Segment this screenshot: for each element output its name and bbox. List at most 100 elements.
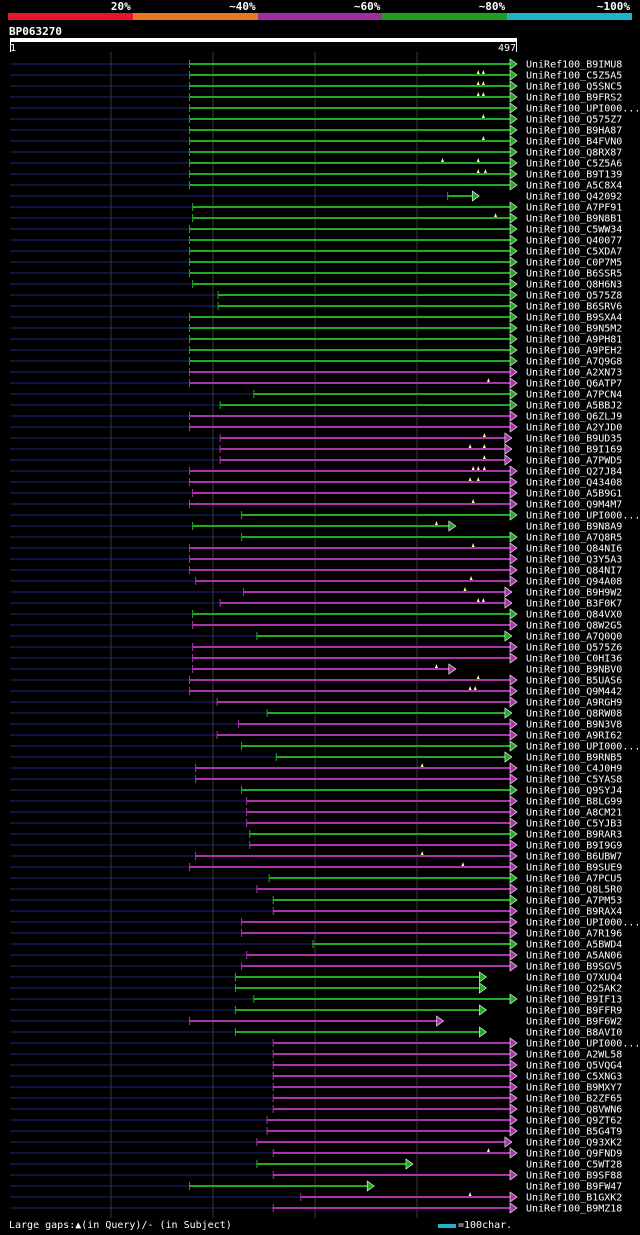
hit-row[interactable]: UniRef100_C4J0H9 <box>10 762 622 775</box>
hit-label[interactable]: UniRef100_B9N3V8 <box>526 720 622 731</box>
hit-row[interactable]: UniRef100_B4FVN0 <box>10 135 622 148</box>
hit-row[interactable]: UniRef100_B3F0K7 <box>10 597 622 610</box>
hit-row[interactable]: UniRef100_B1GXK2 <box>10 1191 622 1204</box>
hit-row[interactable]: UniRef100_Q8H6N3 <box>10 278 622 291</box>
hit-row[interactable]: UniRef100_B9FW47 <box>10 1180 622 1193</box>
hit-row[interactable]: UniRef100_B6UBW7 <box>10 850 622 863</box>
hit-label[interactable]: UniRef100_B9FRS2 <box>526 93 622 104</box>
hit-row[interactable]: UniRef100_C5WT28 <box>10 1158 622 1171</box>
hit-row[interactable]: UniRef100_A7Q9G8 <box>10 355 622 368</box>
hit-row[interactable]: UniRef100_A7PCN4 <box>10 388 622 401</box>
hit-label[interactable]: UniRef100_A7Q0Q0 <box>526 632 622 643</box>
hit-row[interactable]: UniRef100_A5B9G1 <box>10 487 622 500</box>
hit-label[interactable]: UniRef100_B1GXK2 <box>526 1193 622 1204</box>
hit-label[interactable]: UniRef100_Q8VWN6 <box>526 1105 622 1116</box>
hit-row[interactable]: UniRef100_A7PWD5 <box>10 454 622 467</box>
hit-row[interactable]: UniRef100_Q8W2G5 <box>10 619 622 632</box>
hit-label[interactable]: UniRef100_A5AN06 <box>526 951 622 962</box>
hit-row[interactable]: UniRef100_Q8VWN6 <box>10 1103 622 1116</box>
hit-label[interactable]: UniRef100_B5UAS6 <box>526 676 622 687</box>
hit-row[interactable]: UniRef100_Q43408 <box>10 476 622 489</box>
hit-row[interactable]: UniRef100_B9H9W2 <box>10 586 622 599</box>
hit-row[interactable]: UniRef100_B5G4T9 <box>10 1125 622 1138</box>
hit-label[interactable]: UniRef100_UPI000... <box>526 918 640 929</box>
hit-row[interactable]: UniRef100_Q9M442 <box>10 685 622 698</box>
hit-row[interactable]: UniRef100_A7R196 <box>10 927 622 940</box>
hit-label[interactable]: UniRef100_Q8W2G5 <box>526 621 622 632</box>
hit-row[interactable]: UniRef100_B8LG99 <box>10 795 622 808</box>
hit-label[interactable]: UniRef100_Q6ATP7 <box>526 379 622 390</box>
hit-label[interactable]: UniRef100_Q84VX0 <box>526 610 622 621</box>
hit-row[interactable]: UniRef100_B9RAR3 <box>10 828 622 841</box>
hit-label[interactable]: UniRef100_UPI000... <box>526 1039 640 1050</box>
hit-label[interactable]: UniRef100_Q6ZLJ9 <box>526 412 622 423</box>
hit-row[interactable]: UniRef100_C0HI36 <box>10 652 622 665</box>
hit-row[interactable]: UniRef100_B9NBV0 <box>10 663 622 676</box>
hit-row[interactable]: UniRef100_A5C8X4 <box>10 179 622 192</box>
hit-label[interactable]: UniRef100_A5BBJ2 <box>526 401 622 412</box>
hit-label[interactable]: UniRef100_B9H9W2 <box>526 588 622 599</box>
hit-label[interactable]: UniRef100_Q9FND9 <box>526 1149 622 1160</box>
hit-label[interactable]: UniRef100_A5B9G1 <box>526 489 622 500</box>
hit-label[interactable]: UniRef100_B9RAR3 <box>526 830 622 841</box>
hit-label[interactable]: UniRef100_UPI000... <box>526 104 640 115</box>
hit-row[interactable]: UniRef100_Q575Z6 <box>10 641 622 654</box>
hit-label[interactable]: UniRef100_Q9ZT62 <box>526 1116 622 1127</box>
hit-row[interactable]: UniRef100_Q5SNC5 <box>10 80 622 93</box>
hit-row[interactable]: UniRef100_A9RGH9 <box>10 696 622 709</box>
hit-row[interactable]: UniRef100_Q5VQG4 <box>10 1059 622 1072</box>
hit-row[interactable]: UniRef100_B9I9G9 <box>10 839 622 852</box>
hit-row[interactable]: UniRef100_Q9SYJ4 <box>10 784 622 797</box>
hit-row[interactable]: UniRef100_B9N8B1 <box>10 212 622 225</box>
hit-row[interactable]: UniRef100_B5UAS6 <box>10 674 622 687</box>
hit-label[interactable]: UniRef100_B9UD35 <box>526 434 622 445</box>
hit-label[interactable]: UniRef100_B5G4T9 <box>526 1127 622 1138</box>
hit-label[interactable]: UniRef100_B9T139 <box>526 170 622 181</box>
hit-label[interactable]: UniRef100_B9FW47 <box>526 1182 622 1193</box>
hit-label[interactable]: UniRef100_B6UBW7 <box>526 852 622 863</box>
hit-row[interactable]: UniRef100_A7Q0Q0 <box>10 630 622 643</box>
hit-row[interactable]: UniRef100_Q94A08 <box>10 575 622 588</box>
hit-row[interactable]: UniRef100_B9N5M2 <box>10 322 622 335</box>
hit-row[interactable]: UniRef100_B8AVI0 <box>10 1026 622 1039</box>
hit-row[interactable]: UniRef100_B9RNB5 <box>10 751 622 764</box>
hit-row[interactable]: UniRef100_B9N3V8 <box>10 718 622 731</box>
hit-row[interactable]: UniRef100_Q7XUQ4 <box>10 971 622 984</box>
hit-label[interactable]: UniRef100_Q5SNC5 <box>526 82 622 93</box>
hit-row[interactable]: UniRef100_A7PM53 <box>10 894 622 907</box>
hit-label[interactable]: UniRef100_Q25AK2 <box>526 984 622 995</box>
hit-label[interactable]: UniRef100_B9F6W2 <box>526 1017 622 1028</box>
hit-label[interactable]: UniRef100_B9NBV0 <box>526 665 622 676</box>
hit-label[interactable]: UniRef100_C5WT28 <box>526 1160 622 1171</box>
hit-label[interactable]: UniRef100_B9I169 <box>526 445 622 456</box>
hit-label[interactable]: UniRef100_A7PWD5 <box>526 456 622 467</box>
hit-row[interactable]: UniRef100_B9I169 <box>10 443 622 456</box>
hit-label[interactable]: UniRef100_Q84NI6 <box>526 544 622 555</box>
hit-row[interactable]: UniRef100_B9RAX4 <box>10 905 622 918</box>
hit-label[interactable]: UniRef100_Q9M4M7 <box>526 500 622 511</box>
hit-row[interactable]: UniRef100_Q3Y5A3 <box>10 553 622 566</box>
hit-label[interactable]: UniRef100_Q9SYJ4 <box>526 786 622 797</box>
hit-row[interactable]: UniRef100_A2XN73 <box>10 366 622 379</box>
hit-row[interactable]: UniRef100_A8CM21 <box>10 806 622 819</box>
hit-label[interactable]: UniRef100_A5BWD4 <box>526 940 622 951</box>
hit-label[interactable]: UniRef100_C5YJB3 <box>526 819 622 830</box>
hit-row[interactable]: UniRef100_B9MXY7 <box>10 1081 622 1094</box>
hit-row[interactable]: UniRef100_B9UD35 <box>10 432 622 445</box>
hit-label[interactable]: UniRef100_B4FVN0 <box>526 137 622 148</box>
hit-row[interactable]: UniRef100_Q8RW08 <box>10 707 622 720</box>
hit-row[interactable]: UniRef100_Q9M4M7 <box>10 498 622 511</box>
hit-label[interactable]: UniRef100_A2WL58 <box>526 1050 622 1061</box>
hit-row[interactable]: UniRef100_A7PCU5 <box>10 872 622 885</box>
hit-row[interactable]: UniRef100_Q84NI6 <box>10 542 622 555</box>
hit-label[interactable]: UniRef100_A5C8X4 <box>526 181 622 192</box>
hit-label[interactable]: UniRef100_B9I9G9 <box>526 841 622 852</box>
hit-row[interactable]: UniRef100_B9T139 <box>10 168 622 181</box>
hit-label[interactable]: UniRef100_Q5VQG4 <box>526 1061 622 1072</box>
hit-label[interactable]: UniRef100_C4J0H9 <box>526 764 622 775</box>
hit-label[interactable]: UniRef100_C5XDA7 <box>526 247 622 258</box>
hit-label[interactable]: UniRef100_B9RAX4 <box>526 907 622 918</box>
hit-label[interactable]: UniRef100_B8AVI0 <box>526 1028 622 1039</box>
hit-row[interactable]: UniRef100_Q575Z8 <box>10 289 622 302</box>
hit-label[interactable]: UniRef100_B6SRV6 <box>526 302 622 313</box>
